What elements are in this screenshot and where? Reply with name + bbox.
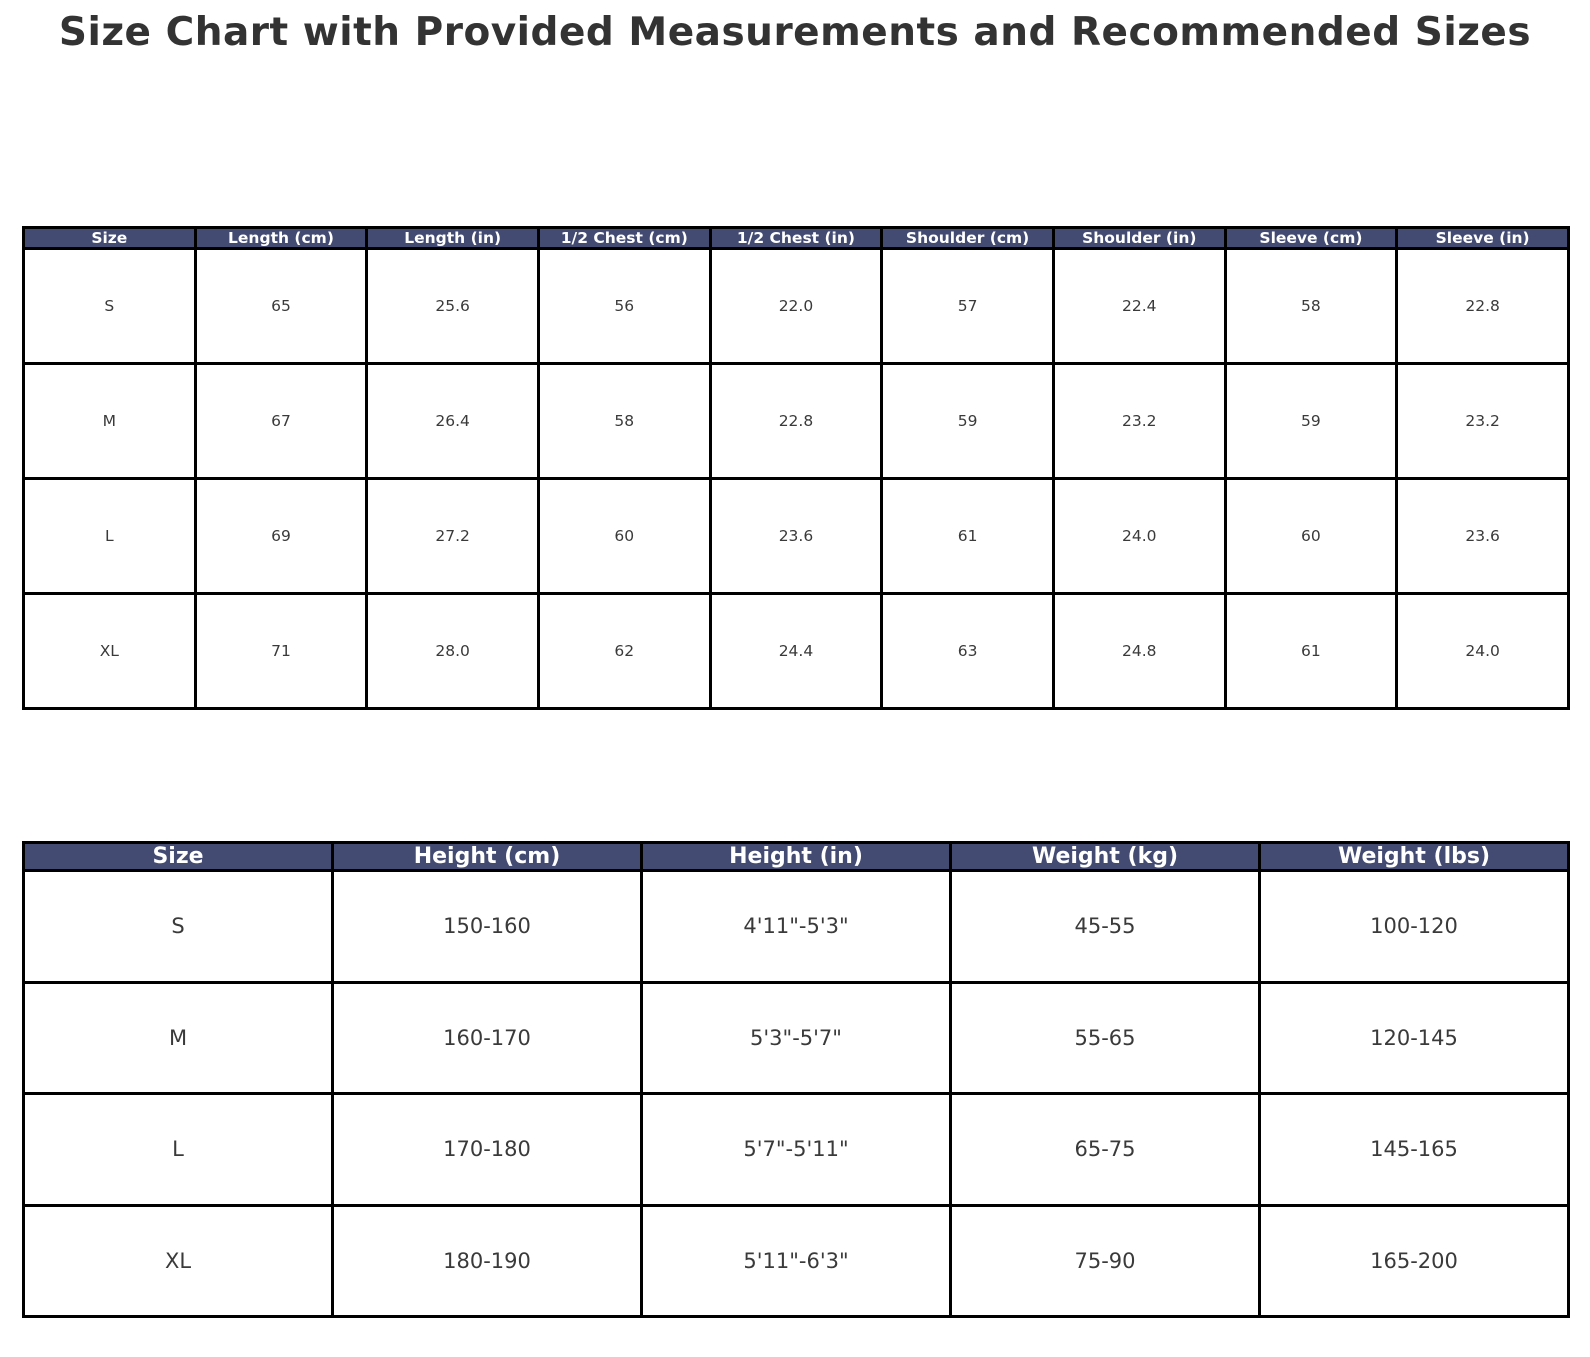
table-cell: 22.8	[708, 362, 884, 480]
table-cell: XL	[22, 1203, 334, 1318]
header-size: Size	[22, 841, 334, 872]
table-cell: L	[22, 1092, 334, 1207]
table-row-s: S 150-160 4'11"-5'3" 45-55 100-120	[22, 869, 1570, 984]
header-length-in: Length (in)	[365, 226, 540, 250]
recommended-sizes-table-body: S 150-160 4'11"-5'3" 45-55 100-120 M 160…	[22, 869, 1570, 1318]
table-cell: 24.8	[1051, 592, 1227, 710]
table-cell: 24.0	[1051, 477, 1227, 595]
table-cell: XL	[22, 592, 197, 710]
table-cell: 61	[1223, 592, 1399, 710]
table-cell: 180-190	[331, 1203, 643, 1318]
table-cell: 62	[536, 592, 712, 710]
table-cell: 25.6	[365, 247, 540, 365]
recommended-sizes-table: Size Height (cm) Height (in) Weight (kg)…	[22, 841, 1570, 1318]
table-cell: 27.2	[365, 477, 540, 595]
page-title: Size Chart with Provided Measurements an…	[58, 10, 1532, 55]
table-cell: 5'7"-5'11"	[640, 1092, 952, 1207]
recommended-sizes-table-header: Size Height (cm) Height (in) Weight (kg)…	[22, 841, 1570, 872]
table-cell: 28.0	[365, 592, 540, 710]
header-sleeve-cm: Sleeve (cm)	[1223, 226, 1399, 250]
table-cell: 60	[536, 477, 712, 595]
table-cell: 22.4	[1051, 247, 1227, 365]
measurements-table-header: Size Length (cm) Length (in) 1/2 Chest (…	[22, 226, 1570, 250]
header-row: Size Length (cm) Length (in) 1/2 Chest (…	[22, 226, 1570, 250]
table-cell: M	[22, 980, 334, 1095]
table-cell: 22.0	[708, 247, 884, 365]
table-cell: 60	[1223, 477, 1399, 595]
table-cell: 100-120	[1258, 869, 1570, 984]
table-cell: 45-55	[949, 869, 1261, 984]
table-cell: 59	[1223, 362, 1399, 480]
table-cell: 67	[193, 362, 369, 480]
table-cell: 145-165	[1258, 1092, 1570, 1207]
table-cell: 5'3"-5'7"	[640, 980, 952, 1095]
table-cell: L	[22, 477, 197, 595]
table-cell: 57	[880, 247, 1055, 365]
table-cell: 55-65	[949, 980, 1261, 1095]
header-weight-kg: Weight (kg)	[949, 841, 1261, 872]
table-cell: 58	[1223, 247, 1399, 365]
table-cell: M	[22, 362, 197, 480]
table-cell: 165-200	[1258, 1203, 1570, 1318]
table-cell: 63	[880, 592, 1055, 710]
header-weight-lbs: Weight (lbs)	[1258, 841, 1570, 872]
table-cell: 65-75	[949, 1092, 1261, 1207]
table-cell: 26.4	[365, 362, 540, 480]
table-cell: 65	[193, 247, 369, 365]
table-row-m: M 160-170 5'3"-5'7" 55-65 120-145	[22, 980, 1570, 1095]
table-cell: 23.2	[1051, 362, 1227, 480]
table-cell: 75-90	[949, 1203, 1261, 1318]
table-row-l: L 69 27.2 60 23.6 61 24.0 60 23.6	[22, 477, 1570, 595]
table-row-s: S 65 25.6 56 22.0 57 22.4 58 22.8	[22, 247, 1570, 365]
header-length-cm: Length (cm)	[193, 226, 369, 250]
table-cell: 58	[536, 362, 712, 480]
table-cell: S	[22, 247, 197, 365]
header-height-cm: Height (cm)	[331, 841, 643, 872]
header-sleeve-in: Sleeve (in)	[1395, 226, 1570, 250]
table-cell: 69	[193, 477, 369, 595]
table-cell: 24.4	[708, 592, 884, 710]
table-cell: 23.6	[1395, 477, 1570, 595]
table-cell: 22.8	[1395, 247, 1570, 365]
table-cell: 23.6	[708, 477, 884, 595]
table-cell: 120-145	[1258, 980, 1570, 1095]
header-shoulder-in: Shoulder (in)	[1051, 226, 1227, 250]
table-row-m: M 67 26.4 58 22.8 59 23.2 59 23.2	[22, 362, 1570, 480]
measurements-table: Size Length (cm) Length (in) 1/2 Chest (…	[22, 226, 1570, 710]
measurements-table-body: S 65 25.6 56 22.0 57 22.4 58 22.8 M 67 2…	[22, 247, 1570, 710]
table-cell: S	[22, 869, 334, 984]
table-cell: 61	[880, 477, 1055, 595]
header-half-chest-in: 1/2 Chest (in)	[708, 226, 884, 250]
table-cell: 24.0	[1395, 592, 1570, 710]
table-row-xl: XL 71 28.0 62 24.4 63 24.8 61 24.0	[22, 592, 1570, 710]
table-cell: 4'11"-5'3"	[640, 869, 952, 984]
header-shoulder-cm: Shoulder (cm)	[880, 226, 1055, 250]
table-cell: 150-160	[331, 869, 643, 984]
table-cell: 170-180	[331, 1092, 643, 1207]
header-half-chest-cm: 1/2 Chest (cm)	[536, 226, 712, 250]
header-height-in: Height (in)	[640, 841, 952, 872]
table-row-l: L 170-180 5'7"-5'11" 65-75 145-165	[22, 1092, 1570, 1207]
table-cell: 71	[193, 592, 369, 710]
table-cell: 56	[536, 247, 712, 365]
header-size: Size	[22, 226, 197, 250]
table-cell: 23.2	[1395, 362, 1570, 480]
table-cell: 160-170	[331, 980, 643, 1095]
header-row: Size Height (cm) Height (in) Weight (kg)…	[22, 841, 1570, 872]
table-cell: 59	[880, 362, 1055, 480]
table-row-xl: XL 180-190 5'11"-6'3" 75-90 165-200	[22, 1203, 1570, 1318]
table-cell: 5'11"-6'3"	[640, 1203, 952, 1318]
